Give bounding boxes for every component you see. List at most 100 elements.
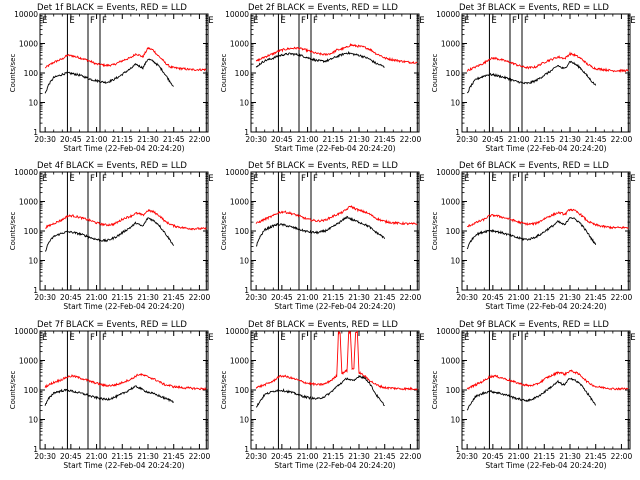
x-axis-label: Start Time (22-Feb-04 20:24:20) <box>63 144 184 153</box>
x-tick-label: 21:15 <box>111 452 133 461</box>
x-tick-label: 21:15 <box>322 293 344 302</box>
flag-letter: E <box>630 16 635 26</box>
flag-letter: E <box>491 333 496 343</box>
flag-letter: F <box>313 333 318 343</box>
series-events-line <box>44 58 174 94</box>
y-tick-label: 1 <box>33 286 38 295</box>
flag-letter-start: E <box>464 333 469 343</box>
x-tick-label: 21:30 <box>137 452 159 461</box>
detector-panel-9: Det 9f BLACK = Events, RED = LLD 1 10 100 10… <box>431 320 636 470</box>
flag-letter: F <box>313 174 318 184</box>
x-axis-label: Start Time (22-Feb-04 20:24:20) <box>63 302 184 311</box>
detector-panel-4: Det 4f BLACK = Events, RED = LLD 1 10 100 10… <box>9 161 214 311</box>
flag-letter: E <box>419 174 424 184</box>
series-events-line <box>44 385 175 406</box>
x-tick-label: 22:00 <box>611 293 633 302</box>
x-tick-label: 21:30 <box>348 293 370 302</box>
flag-letter: E <box>419 16 424 26</box>
flag-letter: F <box>90 16 95 26</box>
x-tick-label: 21:30 <box>559 293 581 302</box>
x-tick-label: 20:30 <box>456 135 478 144</box>
flag-letter-start: E <box>253 16 258 26</box>
panel-title: Det 3f BLACK = Events, RED = LLD <box>459 3 609 13</box>
y-axis-label: Counts/sec <box>220 371 228 410</box>
flag-letter: F <box>524 16 529 26</box>
x-tick-label: 21:30 <box>137 293 159 302</box>
flag-letter: F <box>512 16 517 26</box>
flag-letter: E <box>69 333 74 343</box>
flag-letter: E <box>630 174 635 184</box>
panels: Det 1f BLACK = Events, RED = LLD 1 10 100 10… <box>9 3 636 470</box>
x-tick-label: 22:00 <box>611 452 633 461</box>
flag-letter-start: E <box>464 174 469 184</box>
y-tick-label: 10 <box>450 99 460 108</box>
series-lld-line <box>255 330 418 392</box>
x-tick-label: 20:45 <box>271 293 293 302</box>
y-tick-label: 10000 <box>225 327 249 336</box>
x-tick-label: 20:30 <box>34 452 56 461</box>
detector-panel-5: Det 5f BLACK = Events, RED = LLD 1 10 100 10… <box>220 161 425 311</box>
x-tick-label: 21:15 <box>111 293 133 302</box>
x-tick-label: 21:00 <box>297 452 319 461</box>
flag-letter: E <box>491 16 496 26</box>
x-tick-label: 21:45 <box>585 452 607 461</box>
x-tick-label: 21:45 <box>374 452 396 461</box>
x-tick-label: 20:45 <box>271 135 293 144</box>
flag-letter: E <box>69 174 74 184</box>
x-tick-label: 21:00 <box>508 293 530 302</box>
flag-letter-start: E <box>253 174 258 184</box>
flag-letter-start: E <box>42 333 47 343</box>
flag-letter: F <box>524 174 529 184</box>
flag-letter: F <box>313 16 318 26</box>
panel-title: Det 9f BLACK = Events, RED = LLD <box>459 320 609 330</box>
flag-letter: F <box>90 174 95 184</box>
y-tick-label: 1000 <box>19 357 38 366</box>
y-tick-label: 1000 <box>230 198 249 207</box>
x-axis-label: Start Time (22-Feb-04 20:24:20) <box>485 144 606 153</box>
y-axis-label: Counts/sec <box>431 212 439 251</box>
panel-title: Det 7f BLACK = Events, RED = LLD <box>37 320 187 330</box>
y-axis-label: Counts/sec <box>431 54 439 93</box>
x-axis-label: Start Time (22-Feb-04 20:24:20) <box>63 461 184 470</box>
x-tick-label: 20:45 <box>60 452 82 461</box>
x-tick-label: 21:45 <box>163 293 185 302</box>
y-tick-label: 1 <box>455 286 460 295</box>
y-tick-label: 10000 <box>225 10 249 19</box>
x-tick-label: 22:00 <box>611 135 633 144</box>
y-tick-label: 1 <box>244 286 249 295</box>
flag-letter: F <box>102 16 107 26</box>
y-tick-label: 10000 <box>225 168 249 177</box>
y-axis-label: Counts/sec <box>220 212 228 251</box>
y-tick-label: 1 <box>33 445 38 454</box>
x-tick-label: 21:15 <box>322 135 344 144</box>
x-tick-label: 21:15 <box>111 135 133 144</box>
y-tick-label: 10 <box>239 257 249 266</box>
flag-letter: F <box>301 333 306 343</box>
series-events-line <box>466 216 597 250</box>
flag-letter: F <box>90 333 95 343</box>
x-tick-label: 22:00 <box>400 135 422 144</box>
x-tick-label: 21:30 <box>559 135 581 144</box>
flag-letter: F <box>512 174 517 184</box>
y-tick-label: 1000 <box>441 40 460 49</box>
y-tick-label: 10000 <box>14 168 38 177</box>
panel-title: Det 8f BLACK = Events, RED = LLD <box>248 320 398 330</box>
y-tick-label: 10 <box>28 99 38 108</box>
flag-letter: F <box>301 16 306 26</box>
flag-letter: E <box>630 333 635 343</box>
flag-letter: E <box>280 174 285 184</box>
x-tick-label: 22:00 <box>400 293 422 302</box>
flag-letter-start: E <box>42 16 47 26</box>
flag-letter: E <box>69 16 74 26</box>
y-tick-label: 1000 <box>19 198 38 207</box>
flag-letter: E <box>419 333 424 343</box>
y-tick-label: 10 <box>239 99 249 108</box>
x-tick-label: 21:15 <box>533 293 555 302</box>
x-axis-label: Start Time (22-Feb-04 20:24:20) <box>274 302 395 311</box>
y-tick-label: 1000 <box>230 40 249 49</box>
x-tick-label: 20:45 <box>271 452 293 461</box>
x-tick-label: 21:00 <box>508 452 530 461</box>
x-tick-label: 21:00 <box>508 135 530 144</box>
